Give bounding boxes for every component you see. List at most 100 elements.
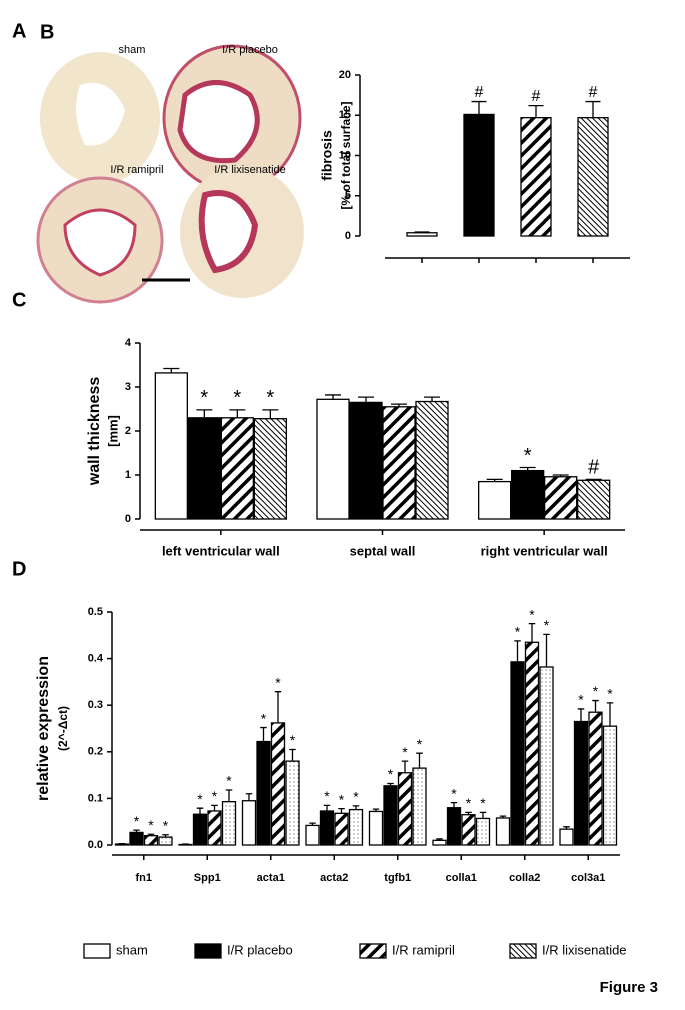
- y-axis-label: (2^-Δct): [56, 706, 70, 751]
- significance-mark: *: [593, 683, 599, 699]
- error-bar: [352, 805, 360, 810]
- x-tick-label: septal wall: [350, 543, 416, 558]
- bar: [256, 740, 271, 846]
- significance-mark: *: [233, 387, 241, 409]
- y-tick-label: 10: [339, 149, 351, 161]
- error-bar: [414, 231, 430, 233]
- significance-mark: *: [515, 624, 521, 640]
- significance-mark: *: [266, 387, 274, 409]
- significance-mark: *: [275, 674, 281, 690]
- significance-mark: #: [589, 84, 598, 101]
- error-bar: [309, 822, 316, 826]
- error-bar: [196, 409, 213, 418]
- error-bar: [486, 478, 503, 482]
- bar: [573, 720, 589, 846]
- bar: [432, 839, 447, 846]
- legend-swatch: [194, 943, 222, 959]
- bar: [316, 398, 350, 520]
- sample-label: I/R ramipril: [110, 164, 163, 176]
- error-bar: [289, 748, 296, 762]
- error-bar: [606, 702, 614, 727]
- y-axis-label: [% of total surface]: [339, 101, 353, 209]
- bar: [192, 813, 208, 846]
- bar: [588, 711, 603, 846]
- error-bar: [592, 699, 599, 713]
- y-tick-label: 20: [339, 69, 351, 81]
- significance-mark: *: [402, 744, 408, 760]
- error-bar: [543, 633, 550, 667]
- bar: [495, 817, 511, 846]
- error-bar: [196, 807, 204, 815]
- x-tick-label: left ventricular wall: [162, 543, 280, 558]
- significance-mark: #: [475, 84, 484, 101]
- histology: [36, 44, 304, 304]
- bar: [478, 480, 512, 520]
- error-bar: [387, 782, 394, 786]
- panel-label: A: [12, 20, 26, 42]
- error-bar: [479, 811, 487, 819]
- legend-label: I/R ramipril: [392, 942, 455, 957]
- error-bar: [514, 640, 521, 662]
- bar: [520, 117, 552, 237]
- error-bar: [465, 811, 472, 815]
- legend-label: I/R placebo: [227, 942, 293, 957]
- y-tick-label: 4: [125, 337, 132, 349]
- error-bar: [416, 752, 423, 769]
- sample-label: I/R lixisenatide: [214, 164, 286, 176]
- bar: [253, 418, 287, 520]
- significance-mark: *: [226, 773, 232, 789]
- significance-mark: *: [290, 732, 296, 748]
- significance-mark: *: [134, 813, 140, 829]
- bar: [348, 808, 364, 846]
- panel-label: D: [12, 558, 26, 580]
- sample-label: I/R placebo: [222, 44, 278, 56]
- significance-mark: *: [148, 817, 154, 833]
- error-bar: [133, 829, 140, 833]
- x-tick-label: Spp1: [194, 872, 221, 884]
- legend: sham I/R placebo I/R ramipril I/R lixisenat…: [83, 942, 627, 959]
- y-tick-label: 0.1: [88, 792, 103, 804]
- bar: [524, 641, 540, 846]
- bar: [368, 810, 384, 846]
- bar: [577, 117, 609, 237]
- error-bar: [401, 760, 409, 773]
- significance-mark: *: [417, 736, 423, 752]
- bar: [270, 722, 286, 846]
- significance-mark: *: [353, 789, 359, 805]
- error-bar: [391, 403, 407, 407]
- error-bar: [163, 367, 180, 373]
- legend-swatch: [359, 943, 387, 959]
- significance-mark: *: [451, 785, 457, 801]
- significance-mark: *: [607, 686, 613, 702]
- x-tick-label: acta2: [320, 872, 348, 884]
- significance-mark: *: [200, 387, 208, 409]
- significance-mark: *: [544, 617, 550, 633]
- bar: [143, 835, 159, 846]
- significance-mark: *: [339, 791, 345, 807]
- error-bar: [471, 100, 487, 115]
- error-bar: [225, 789, 233, 802]
- bar: [220, 417, 254, 520]
- y-axis-label: fibrosis: [319, 130, 335, 181]
- significance-mark: *: [466, 795, 472, 811]
- bar: [539, 666, 554, 846]
- bar: [207, 810, 222, 846]
- error-bar: [338, 808, 345, 814]
- error-bar: [585, 478, 602, 481]
- error-bar: [358, 396, 374, 403]
- significance-mark: *: [388, 766, 394, 782]
- bar: [334, 812, 349, 846]
- bar: [406, 232, 438, 237]
- y-tick-label: 0.0: [88, 839, 103, 851]
- significance-mark: *: [163, 817, 169, 833]
- error-bar: [372, 808, 380, 812]
- bar: [397, 772, 413, 846]
- y-axis-label: [mm]: [105, 415, 120, 447]
- error-bar: [585, 100, 601, 118]
- bar: [221, 801, 237, 846]
- significance-mark: *: [578, 692, 584, 708]
- error-bar: [450, 801, 458, 808]
- error-bar: [245, 793, 253, 801]
- legend-label: I/R lixisenatide: [542, 942, 627, 957]
- error-bar: [274, 691, 282, 723]
